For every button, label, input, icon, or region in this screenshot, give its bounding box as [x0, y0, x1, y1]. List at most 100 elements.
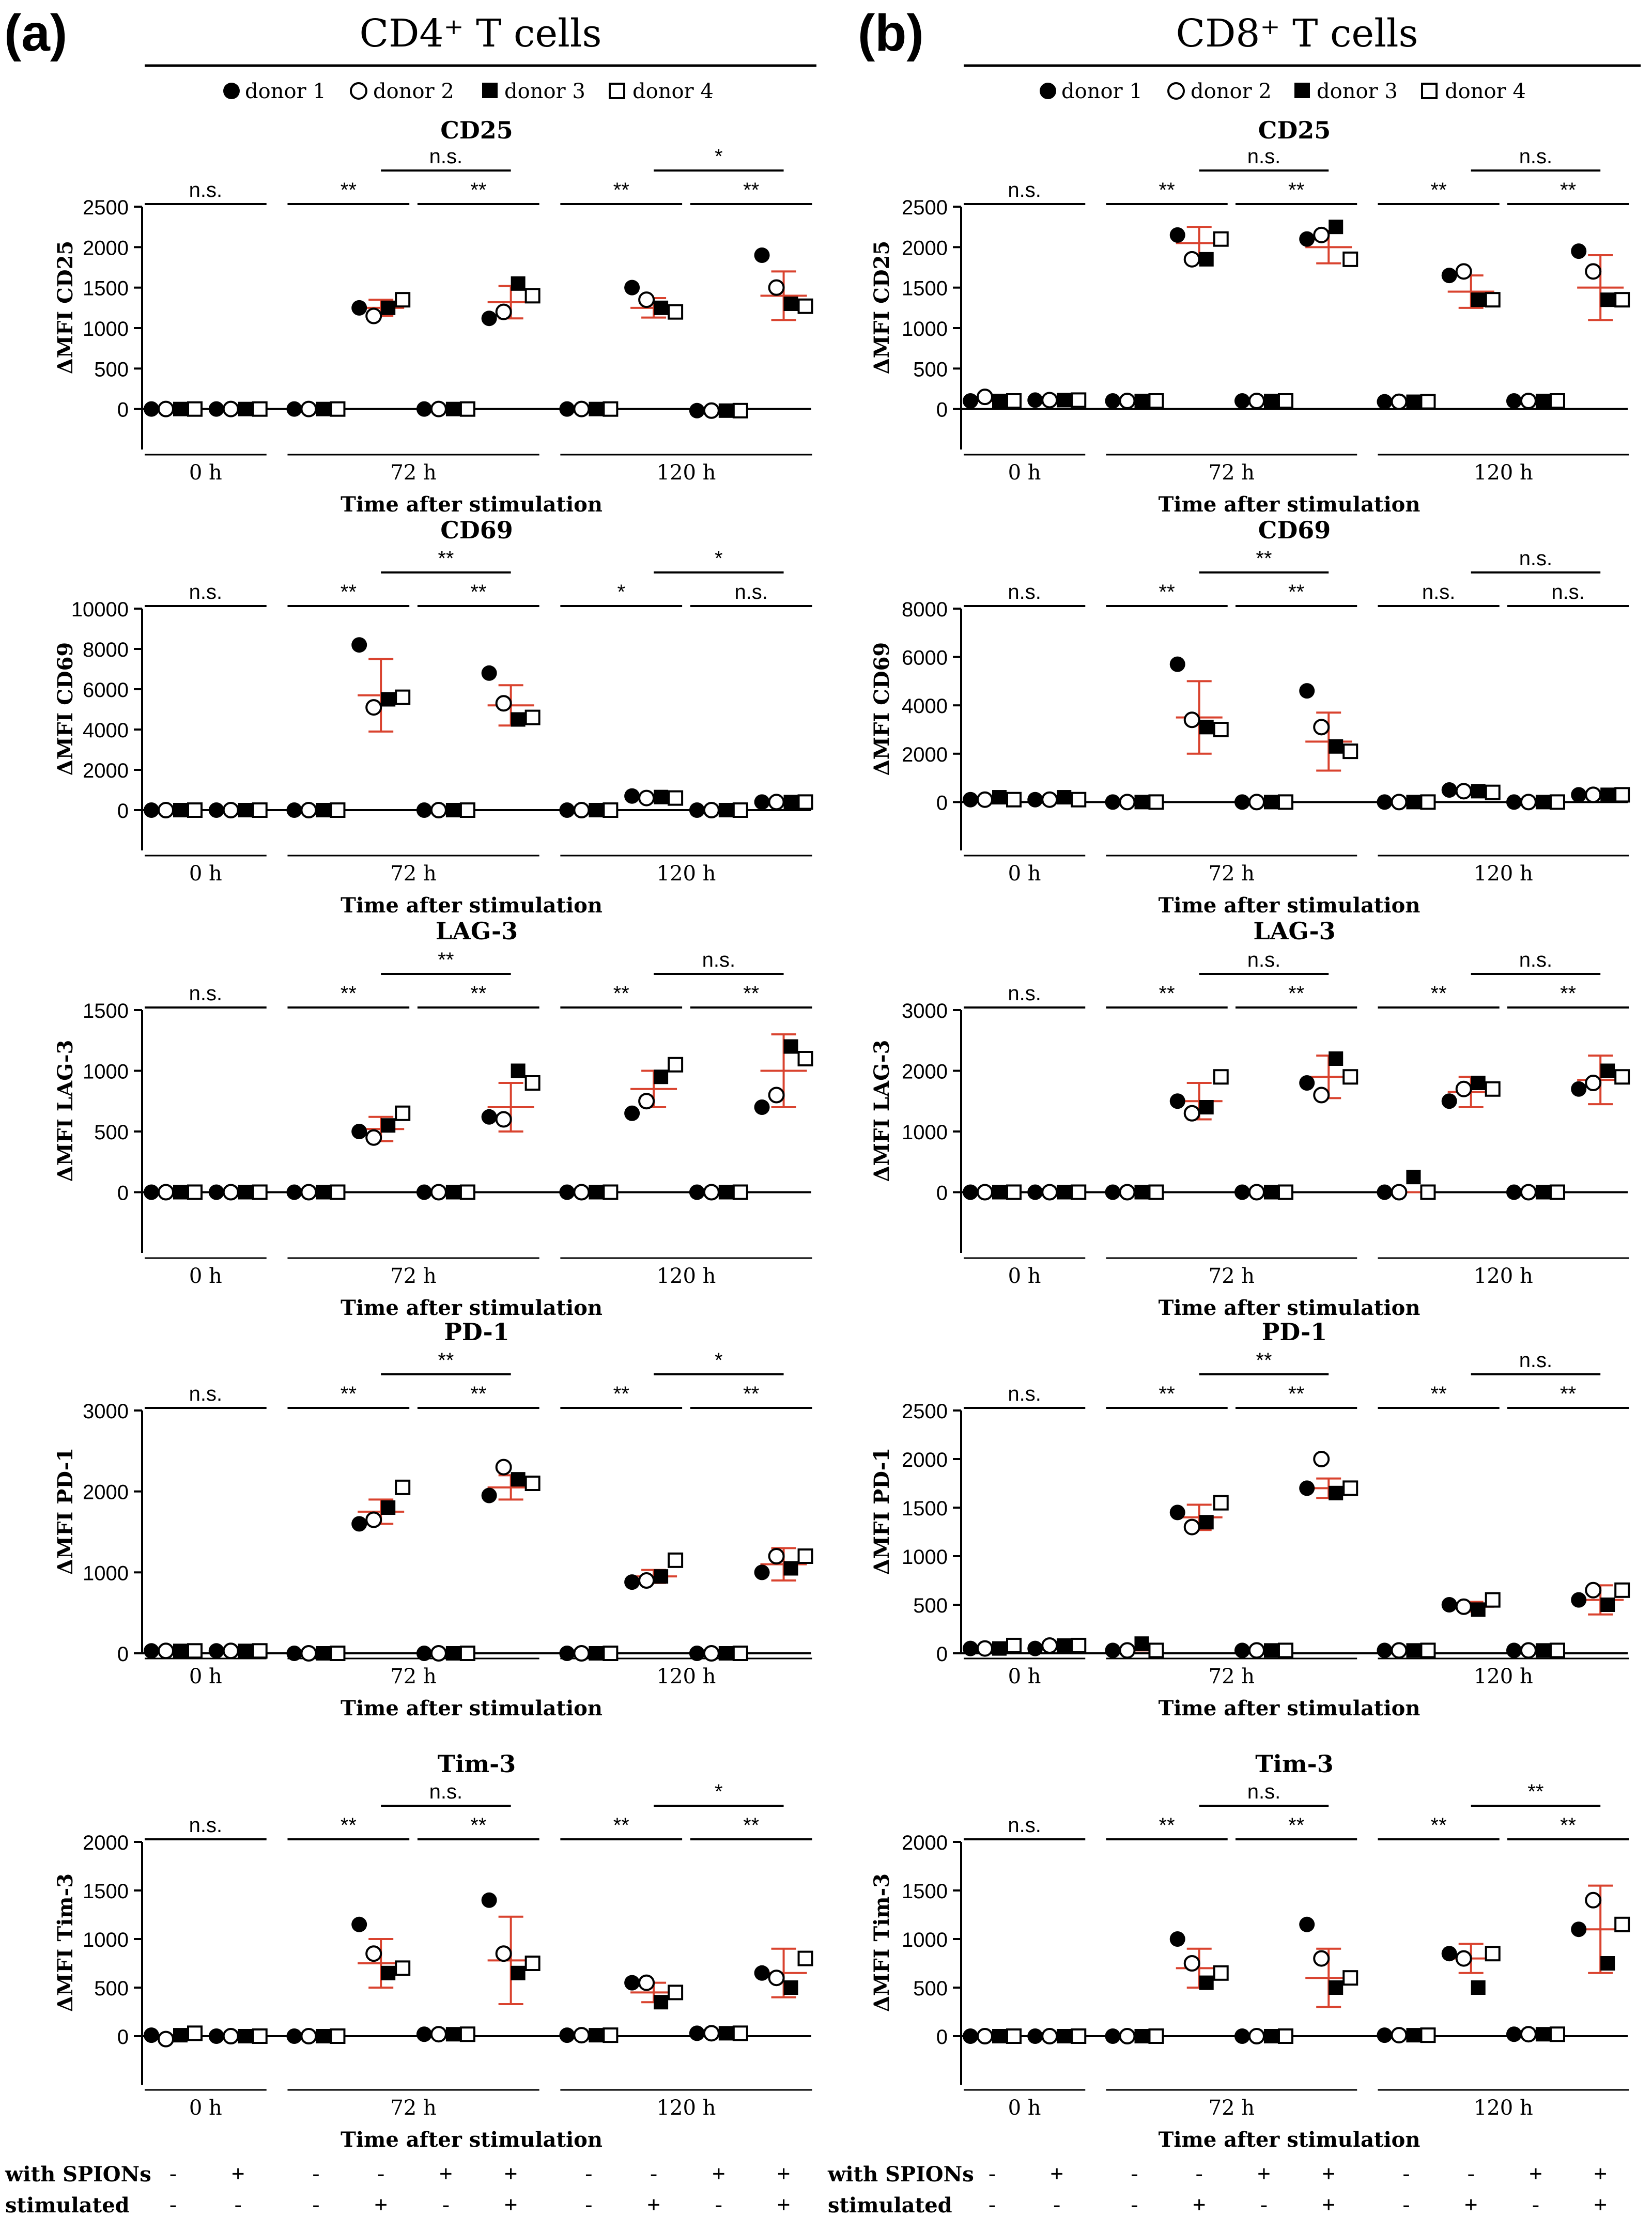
legend-label-donor-2: donor 2	[373, 80, 454, 103]
data-point-donor-1	[144, 802, 159, 818]
data-point-donor-1	[1105, 393, 1121, 409]
data-point-donor-4	[732, 2025, 748, 2041]
data-point-donor-1	[1377, 2027, 1393, 2043]
data-point-donor-1	[963, 1184, 978, 1200]
data-point-donor-1	[1506, 1184, 1522, 1200]
y-tick-label: 0	[117, 399, 129, 422]
data-point-donor-1	[624, 1574, 640, 1590]
data-point-donor-4	[1420, 394, 1436, 410]
data-point-donor-1	[1571, 243, 1587, 259]
data-point-donor-3	[589, 401, 604, 416]
data-point-donor-4	[330, 1646, 346, 1661]
condition-sign: -	[1402, 2192, 1410, 2217]
significance-label: n.s.	[1008, 179, 1041, 201]
chart-a-8: Tim-3 ΔMFI Tim-3 0 500 1000 1500 2000 0 h 72 h 12…	[53, 1750, 813, 2152]
data-point-donor-2	[703, 402, 720, 419]
condition-sign: -	[1467, 2161, 1475, 2187]
data-point-donor-2	[300, 1645, 317, 1662]
x-axis-label: Time after stimulation	[341, 2128, 603, 2152]
data-point-donor-2	[638, 1093, 655, 1110]
data-point-donor-2	[768, 1548, 785, 1564]
data-point-donor-1	[416, 1184, 432, 1200]
significance-label: n.s.	[189, 581, 222, 603]
data-point-donor-3	[316, 2029, 331, 2043]
y-tick-label: 500	[913, 1977, 948, 2000]
data-point-donor-2	[158, 2030, 174, 2048]
y-tick-label: 1000	[902, 1929, 948, 1951]
data-point-donor-2	[1455, 783, 1472, 800]
data-point-donor-2	[300, 1184, 317, 1201]
y-tick-label: 2000	[902, 1449, 948, 1471]
data-point-donor-1	[559, 401, 575, 417]
y-axis-label: ΔMFI Tim-3	[870, 1873, 894, 2012]
data-point-donor-3	[654, 789, 669, 804]
data-point-donor-4	[797, 298, 813, 314]
group-label: 120 h	[1474, 862, 1533, 886]
significance-label: **	[341, 581, 357, 603]
data-point-donor-2	[495, 1111, 512, 1128]
data-point-donor-2	[977, 1640, 993, 1657]
data-point-donor-2	[573, 1184, 590, 1201]
data-point-donor-2	[300, 802, 317, 818]
group-label: 0 h	[1008, 1665, 1041, 1688]
y-axis-label: ΔMFI PD-1	[870, 1448, 894, 1575]
significance-label: **	[743, 982, 759, 1005]
significance-label: **	[1527, 1780, 1543, 1803]
data-point-donor-4	[603, 1646, 619, 1661]
data-point-donor-1	[1506, 794, 1522, 810]
condition-sign: +	[374, 2192, 388, 2217]
data-point-donor-3	[1199, 1100, 1214, 1114]
data-point-donor-3	[173, 401, 188, 416]
data-point-donor-1	[144, 2027, 159, 2043]
data-point-donor-4	[1006, 1184, 1022, 1200]
data-point-donor-4	[732, 1646, 748, 1661]
y-tick-label: 0	[117, 800, 129, 823]
y-tick-label: 2500	[902, 1400, 948, 1423]
data-point-donor-3	[654, 1569, 669, 1584]
chart-b-9: Tim-3 ΔMFI Tim-3 0 500 1000 1500 2000 0 h 72 h 12…	[870, 1750, 1630, 2152]
data-point-donor-4	[252, 802, 268, 818]
data-point-donor-3	[381, 1965, 396, 1980]
condition-table: with SPIONs - + - - + + - - + +stimulated - - - + - + - + -…	[5, 2161, 1607, 2217]
data-point-donor-2	[1391, 1184, 1408, 1201]
data-point-donor-4	[1148, 393, 1164, 409]
data-point-donor-2	[1248, 393, 1265, 409]
data-point-donor-2	[1248, 2028, 1265, 2044]
panel-title-b: CD8⁺ T cells	[1176, 11, 1418, 56]
data-point-donor-3	[1406, 795, 1421, 810]
data-point-donor-1	[1027, 392, 1043, 408]
condition-sign: -	[1532, 2192, 1540, 2217]
chart-a-0: CD25 ΔMFI CD25 0 500 1000 1500 2000 2500 0 h 72 h…	[53, 116, 813, 517]
y-tick-label: 4000	[83, 719, 129, 742]
data-point-donor-1	[1234, 1184, 1250, 1200]
data-point-donor-1	[689, 1184, 705, 1200]
condition-sign: +	[1464, 2192, 1478, 2217]
data-point-donor-4	[1213, 1069, 1229, 1085]
data-point-donor-1	[1377, 1184, 1393, 1200]
data-point-donor-3	[1406, 1170, 1421, 1185]
significance-label: **	[341, 982, 357, 1005]
data-point-donor-1	[559, 1184, 575, 1200]
significance-label: n.s.	[1519, 1349, 1552, 1372]
data-point-donor-1	[144, 1184, 159, 1200]
chart-b-7: PD-1 ΔMFI PD-1 0 500 1000 1500 2000 2500 0 h 72 h…	[870, 1318, 1630, 1720]
data-point-donor-2	[1391, 1642, 1408, 1659]
data-point-donor-4	[1277, 2028, 1293, 2044]
condition-sign: +	[1193, 2192, 1206, 2217]
data-point-donor-4	[1148, 1642, 1164, 1658]
significance-label: n.s.	[189, 1814, 222, 1837]
significance-label: **	[438, 949, 454, 971]
data-point-donor-1	[1169, 656, 1185, 672]
x-axis-label: Time after stimulation	[341, 893, 603, 918]
condition-sign: -	[1260, 2192, 1268, 2217]
data-point-donor-3	[718, 403, 733, 418]
data-point-donor-1	[689, 2025, 705, 2041]
data-point-donor-4	[330, 1184, 346, 1200]
data-point-donor-2	[222, 802, 239, 818]
significance-label: **	[1159, 581, 1175, 603]
data-point-donor-3	[589, 2028, 604, 2043]
data-point-donor-4	[1485, 1081, 1501, 1097]
significance-label: n.s.	[429, 1780, 462, 1803]
data-point-donor-1	[1441, 782, 1457, 798]
data-point-donor-4	[732, 802, 748, 818]
